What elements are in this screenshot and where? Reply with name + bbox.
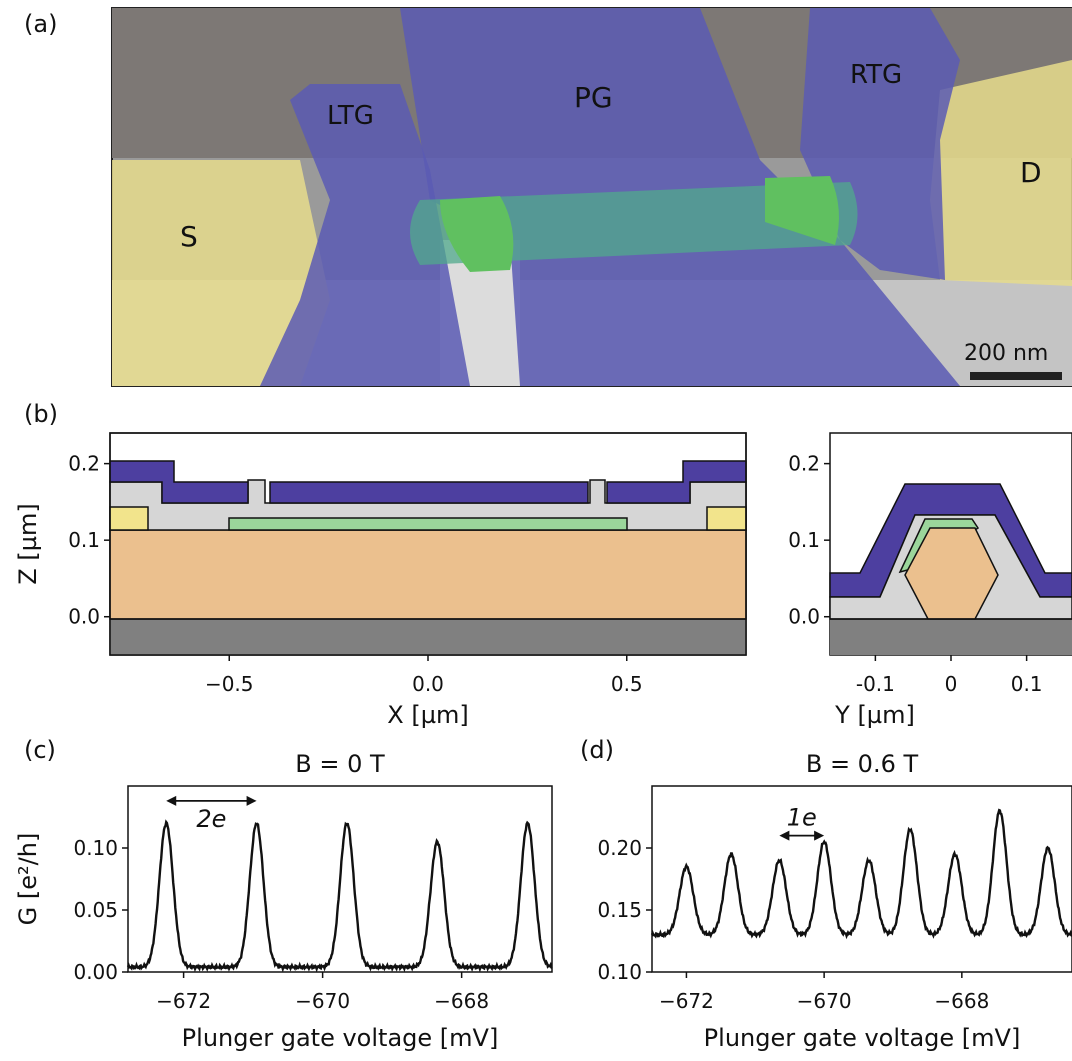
label-rtg: RTG — [850, 60, 902, 90]
b-xtick-label: -0.1 — [856, 672, 895, 696]
label-s: S — [180, 220, 198, 253]
gate-middle-x — [269, 481, 589, 504]
b-xtick-label: 0.5 — [611, 672, 643, 696]
b-ytick-label: 0.1 — [788, 528, 820, 552]
b-ytick-label: 0.0 — [788, 605, 820, 629]
nanowire — [410, 182, 858, 265]
panel-d-letter: (d) — [580, 736, 614, 764]
cross-section-y — [829, 432, 1072, 656]
b-ytick-label: 0.2 — [68, 452, 100, 476]
xlabel: Plunger gate voltage [mV] — [182, 1024, 499, 1052]
core-layer — [109, 529, 747, 620]
gate-left-x — [109, 460, 249, 504]
spacing-annotation: 1e — [787, 804, 817, 832]
label-pg: PG — [574, 81, 613, 114]
label-ltg: LTG — [327, 101, 374, 131]
b-ytick-label: 0.2 — [788, 452, 820, 476]
b-ytick-label: 0.0 — [68, 605, 100, 629]
xtick-label: −670 — [797, 989, 852, 1013]
b-ytick-label: 0.1 — [68, 528, 100, 552]
right-island-segment — [765, 176, 839, 245]
xtick-label: −668 — [934, 989, 989, 1013]
shell-x — [228, 517, 628, 531]
xtick-label: −670 — [295, 989, 350, 1013]
panel-b-letter: (b) — [24, 400, 58, 428]
xtick-label: −672 — [156, 989, 211, 1013]
panel-a-letter: (a) — [24, 10, 57, 38]
panel-c-letter: (c) — [24, 736, 56, 764]
arrow-head-right — [246, 795, 257, 806]
ytick-label: 0.20 — [597, 836, 642, 860]
label-d: D — [1020, 156, 1042, 189]
substrate-layer — [110, 619, 746, 655]
substrate-layer-y — [830, 619, 1072, 655]
drain-contact — [930, 60, 1072, 286]
ytick-label: 0.10 — [597, 960, 642, 984]
b-xlabel: X [µm] — [387, 701, 468, 729]
xtick-label: −668 — [434, 989, 489, 1013]
xtick-label: −672 — [659, 989, 714, 1013]
b-xtick-label: −0.5 — [205, 672, 254, 696]
left-island-segment — [440, 196, 514, 272]
spacing-annotation: 2e — [196, 805, 226, 833]
arrow-head-right — [814, 830, 825, 841]
chart-title: B = 0 T — [295, 750, 385, 778]
source-contact — [112, 160, 330, 386]
conductance-trace — [126, 819, 553, 973]
chart-title: B = 0.6 T — [806, 750, 919, 778]
scalebar — [970, 372, 1062, 380]
ytick-label: 0.10 — [73, 836, 118, 860]
contact-left-x — [109, 506, 149, 531]
b-xlabel: Y [µm] — [834, 701, 915, 729]
b-xtick-label: 0 — [945, 672, 958, 696]
arrow-head-left — [166, 795, 177, 806]
conductance-trace — [650, 808, 1072, 940]
panel-b-axes: −0.5 0.0 0.5 0.0 0.1 0.2 X [µm] Z [µm] -0.1 0 0.1 0… — [14, 452, 1043, 729]
xlabel: Plunger gate voltage [mV] — [704, 1024, 1021, 1052]
ytick-label: 0.05 — [73, 898, 118, 922]
left-tunnel-gate — [260, 84, 470, 386]
ytick-label: 0.15 — [597, 898, 642, 922]
contact-right-x — [706, 506, 747, 531]
ytick-label: 0.00 — [73, 960, 118, 984]
b-xtick-label: 0.1 — [1011, 672, 1043, 696]
arrow-head-left — [779, 830, 790, 841]
chart-c: −672 −670 −668 0.00 0.05 0.10 Plunger gate vol… — [14, 750, 553, 1052]
b-ylabel: Z [µm] — [14, 503, 42, 584]
sem-image: LTG PG RTG S D 200 nm — [111, 7, 1072, 387]
ylabel: G [e²/h] — [14, 833, 42, 926]
b-xtick-label: 0.0 — [412, 672, 444, 696]
cross-section-x — [109, 432, 747, 656]
chart-d: −672 −670 −668 0.10 0.15 0.20 Plunger gate vol… — [597, 750, 1072, 1052]
scalebar-label: 200 nm — [964, 341, 1048, 366]
